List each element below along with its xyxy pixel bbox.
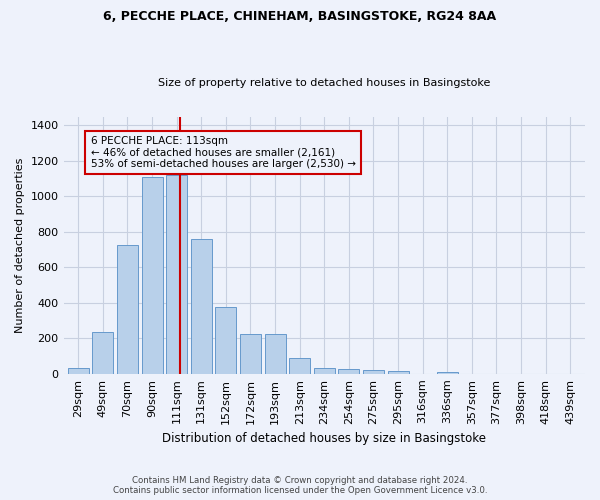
Bar — [68, 368, 89, 374]
Bar — [388, 371, 409, 374]
Text: 6, PECCHE PLACE, CHINEHAM, BASINGSTOKE, RG24 8AA: 6, PECCHE PLACE, CHINEHAM, BASINGSTOKE, … — [103, 10, 497, 23]
Bar — [338, 370, 359, 374]
Bar — [314, 368, 335, 374]
Bar — [215, 308, 236, 374]
Bar — [240, 334, 261, 374]
Bar — [265, 334, 286, 374]
Bar — [289, 358, 310, 374]
Text: 6 PECCHE PLACE: 113sqm
← 46% of detached houses are smaller (2,161)
53% of semi-: 6 PECCHE PLACE: 113sqm ← 46% of detached… — [91, 136, 356, 170]
X-axis label: Distribution of detached houses by size in Basingstoke: Distribution of detached houses by size … — [162, 432, 486, 445]
Bar — [117, 245, 138, 374]
Bar — [142, 177, 163, 374]
Bar — [363, 370, 384, 374]
Title: Size of property relative to detached houses in Basingstoke: Size of property relative to detached ho… — [158, 78, 490, 88]
Bar — [191, 239, 212, 374]
Bar — [437, 372, 458, 374]
Bar — [166, 175, 187, 374]
Text: Contains HM Land Registry data © Crown copyright and database right 2024.
Contai: Contains HM Land Registry data © Crown c… — [113, 476, 487, 495]
Y-axis label: Number of detached properties: Number of detached properties — [15, 158, 25, 333]
Bar — [92, 332, 113, 374]
